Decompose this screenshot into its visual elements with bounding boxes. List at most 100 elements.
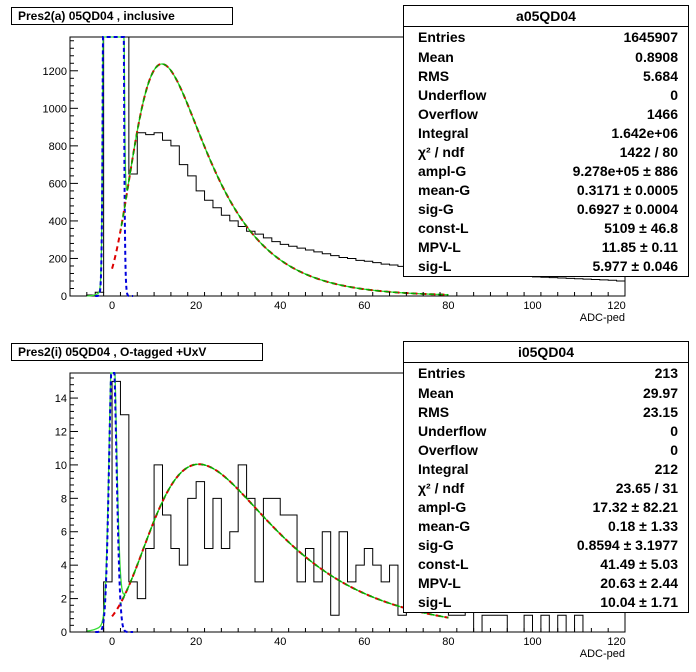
y-tick-label: 10: [55, 460, 67, 472]
stats-row: mean-G 0.18 ± 1.33: [404, 517, 688, 536]
x-tick-label: 100: [523, 300, 541, 312]
x-axis-label: ADC-ped: [580, 648, 625, 660]
histogram-line: [70, 380, 625, 633]
stats-label: mean-G: [418, 518, 471, 534]
stats-row: Integral 1.642e+06: [404, 124, 688, 143]
x-tick-label: 0: [109, 300, 115, 312]
stats-row: const-L 5109 ± 46.8: [404, 219, 688, 238]
stats-label: MPV-L: [418, 239, 461, 255]
stats-label: Entries: [418, 29, 466, 45]
stats-value: 0.3171 ± 0.0005: [576, 182, 678, 198]
stats-label: χ² / ndf: [418, 480, 465, 496]
stats-label: mean-G: [418, 182, 471, 198]
stats-name: a05QD04: [404, 6, 688, 27]
stats-label: Underflow: [418, 87, 487, 103]
panel-title-bottom: Pres2(i) 05QD04 , O-tagged +UxV: [11, 343, 263, 361]
stats-label: RMS: [418, 404, 450, 420]
stats-value: 1.642e+06: [611, 125, 678, 141]
stats-box-bottom: i05QD04 Entries 213 Mean 29.97 RMS 23.15 Underf…: [403, 341, 689, 613]
stats-value: 0: [670, 423, 678, 439]
y-tick-label: 600: [49, 178, 67, 190]
stats-value: 0.8908: [635, 49, 678, 65]
x-tick-label: 60: [358, 300, 370, 312]
y-tick-label: 2: [61, 594, 67, 606]
stats-value: 0: [670, 442, 678, 458]
stats-name: i05QD04: [404, 342, 688, 363]
stats-label: χ² / ndf: [418, 144, 465, 160]
stats-row: MPV-L 20.63 ± 2.44: [404, 574, 688, 593]
stats-label: Mean: [418, 49, 454, 65]
x-tick-label: 20: [190, 636, 202, 648]
stats-label: MPV-L: [418, 575, 461, 591]
stats-row: ampl-G 9.278e+05 ± 886: [404, 162, 688, 181]
stats-row: sig-L 5.977 ± 0.046: [404, 257, 688, 276]
stats-value: 23.15: [642, 404, 678, 420]
stats-value: 9.278e+05 ± 886: [572, 163, 678, 179]
y-tick-label: 1000: [43, 103, 67, 115]
stats-value: 5.977 ± 0.046: [592, 258, 678, 274]
stats-row: χ² / ndf 23.65 / 31: [404, 479, 688, 498]
stats-row: χ² / ndf 1422 / 80: [404, 143, 688, 162]
stats-label: Mean: [418, 385, 454, 401]
stats-value: 0.6927 ± 0.0004: [576, 201, 678, 217]
stats-value: 41.49 ± 5.03: [600, 556, 678, 572]
x-tick-label: 0: [109, 636, 115, 648]
stats-value: 1645907: [623, 29, 678, 45]
y-tick-label: 400: [49, 216, 67, 228]
y-tick-label: 14: [55, 393, 67, 405]
stats-value: 5109 ± 46.8: [604, 220, 678, 236]
stats-label: const-L: [418, 556, 469, 572]
stats-label: Integral: [418, 125, 469, 141]
stats-value: 11.85 ± 0.11: [601, 239, 678, 255]
stats-label: sig-G: [418, 537, 454, 553]
stats-row: ampl-G 17.32 ± 82.21: [404, 498, 688, 517]
stats-label: sig-L: [418, 258, 452, 274]
stats-row: Mean 0.8908: [404, 48, 688, 67]
stats-row: Overflow 0: [404, 441, 688, 460]
stats-row: Entries 213: [404, 363, 688, 384]
y-tick-label: 4: [61, 560, 67, 572]
fit-landau-overlay: [119, 463, 449, 619]
stats-value: 17.32 ± 82.21: [592, 499, 678, 515]
x-tick-label: 80: [442, 300, 454, 312]
stats-label: ampl-G: [418, 499, 467, 515]
stats-value: 0.8594 ± 3.1977: [576, 537, 678, 553]
stats-value: 20.63 ± 2.44: [600, 575, 678, 591]
stats-row: Underflow 0: [404, 86, 688, 105]
stats-label: Entries: [418, 365, 466, 381]
stats-value: 0: [670, 87, 678, 103]
stats-label: sig-G: [418, 201, 454, 217]
x-axis-label: ADC-ped: [580, 312, 625, 324]
stats-row: Entries 1645907: [404, 27, 688, 48]
x-tick-label: 120: [607, 300, 625, 312]
stats-row: RMS 5.684: [404, 67, 688, 86]
stats-label: ampl-G: [418, 163, 467, 179]
x-tick-label: 100: [523, 636, 541, 648]
stats-row: Mean 29.97: [404, 384, 688, 403]
y-tick-label: 6: [61, 527, 67, 539]
stats-value: 5.684: [642, 68, 678, 84]
stats-row: RMS 23.15: [404, 403, 688, 422]
stats-row: Integral 212: [404, 460, 688, 479]
stats-label: Integral: [418, 461, 469, 477]
stats-box-top: a05QD04 Entries 1645907 Mean 0.8908 RMS 5.684 U…: [403, 5, 689, 277]
y-tick-label: 12: [55, 426, 67, 438]
stats-value: 29.97: [642, 385, 678, 401]
stats-value: 212: [654, 461, 678, 477]
stats-row: const-L 41.49 ± 5.03: [404, 555, 688, 574]
fit-total-curve: [86, 372, 449, 632]
stats-label: Underflow: [418, 423, 487, 439]
stats-row: MPV-L 11.85 ± 0.11: [404, 238, 688, 257]
y-tick-label: 800: [49, 141, 67, 153]
stats-value: 213: [654, 365, 678, 381]
x-tick-label: 40: [274, 636, 286, 648]
stats-row: mean-G 0.3171 ± 0.0005: [404, 181, 688, 200]
y-tick-label: 0: [61, 291, 67, 303]
stats-row: Overflow 1466: [404, 105, 688, 124]
y-tick-label: 1200: [43, 66, 67, 78]
stats-value: 0.18 ± 1.33: [608, 518, 678, 534]
stats-value: 1422 / 80: [619, 144, 678, 160]
stats-row: sig-G 0.6927 ± 0.0004: [404, 200, 688, 219]
stats-label: Overflow: [418, 442, 478, 458]
